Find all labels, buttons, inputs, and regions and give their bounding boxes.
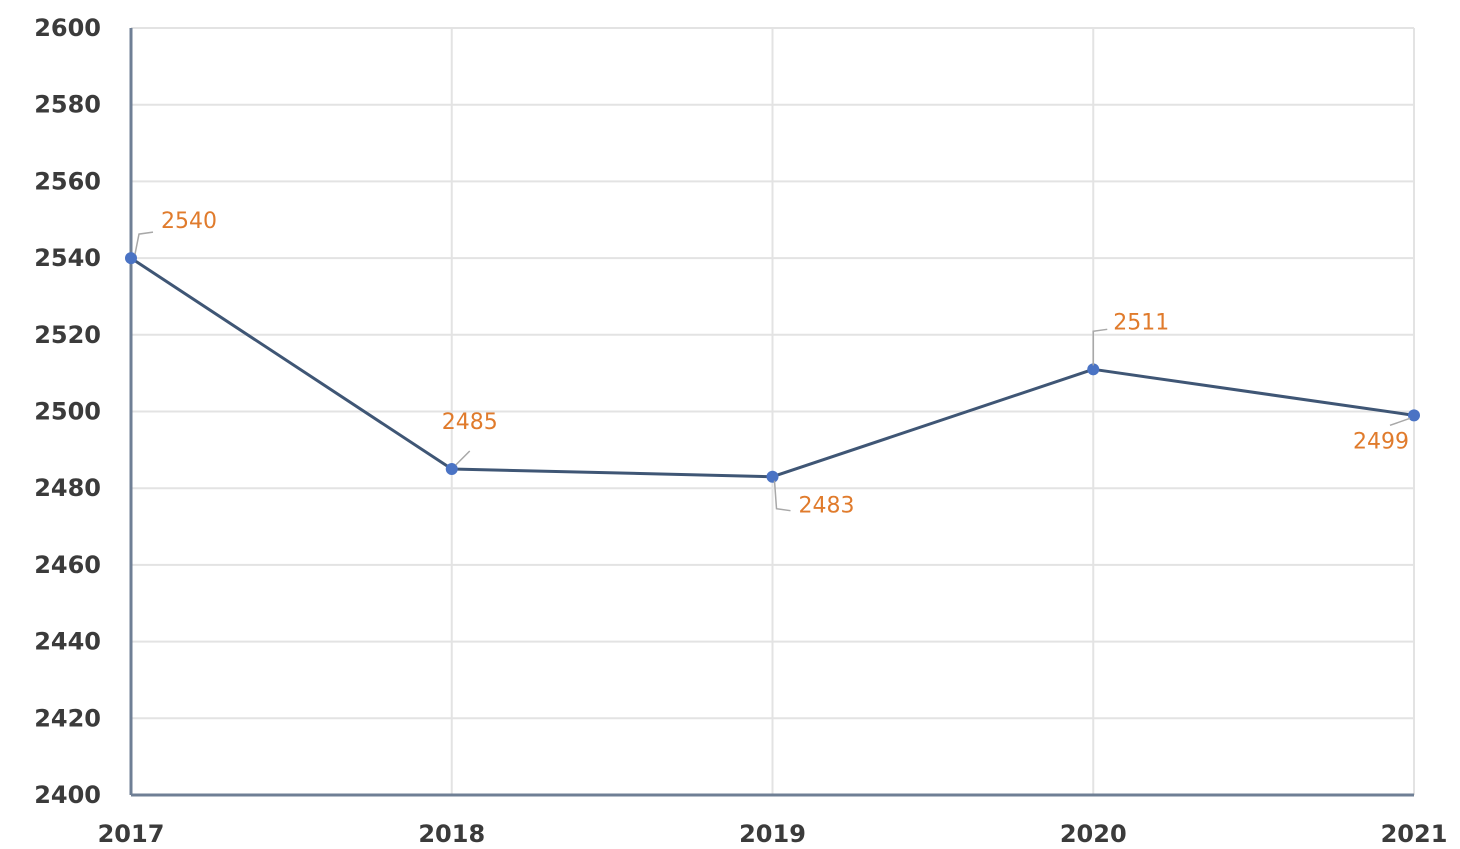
data-point-2019 <box>766 470 779 483</box>
data-label-group: 2540 2485 2483 2511 2499 <box>134 209 1411 519</box>
leader-line-2018 <box>455 450 471 466</box>
data-point-2020 <box>1087 363 1100 376</box>
series-group <box>125 252 1420 483</box>
y-tick-label-2420: 2420 <box>34 704 101 732</box>
y-tick-label-2480: 2480 <box>34 474 101 502</box>
data-point-2021 <box>1408 409 1420 422</box>
x-tick-label-2019: 2019 <box>739 820 806 848</box>
y-tick-labels: 2400 2420 2440 2460 2480 2500 2520 2540 2560 2580… <box>34 14 101 809</box>
x-tick-label-2018: 2018 <box>418 820 485 848</box>
x-tick-label-2017: 2017 <box>98 820 165 848</box>
leader-line-2020 <box>1092 328 1108 366</box>
data-label-2021: 2499 <box>1353 429 1409 454</box>
x-tick-label-2021: 2021 <box>1381 820 1448 848</box>
leader-line-2021 <box>1389 417 1411 427</box>
y-tick-label-2580: 2580 <box>34 91 101 119</box>
y-tick-label-2520: 2520 <box>34 321 101 349</box>
vertical-gridlines <box>450 28 1415 795</box>
data-label-2020: 2511 <box>1113 310 1169 335</box>
data-label-2018: 2485 <box>442 410 498 435</box>
y-tick-label-2560: 2560 <box>34 167 101 195</box>
x-tick-label-2020: 2020 <box>1060 820 1127 848</box>
leader-line-2017 <box>134 231 154 255</box>
data-point-2017 <box>125 252 137 265</box>
axes <box>129 28 1414 797</box>
y-tick-label-2500: 2500 <box>34 398 101 426</box>
x-tick-labels: 2017 2018 2019 2020 2021 <box>98 820 1448 848</box>
data-point-2018 <box>445 463 458 476</box>
leader-line-2019 <box>773 480 791 512</box>
y-tick-label-2400: 2400 <box>34 781 101 809</box>
y-tick-label-2540: 2540 <box>34 244 101 272</box>
data-label-2017: 2540 <box>161 209 217 234</box>
data-label-2019: 2483 <box>799 494 855 519</box>
y-tick-label-2600: 2600 <box>34 14 101 42</box>
y-tick-label-2440: 2440 <box>34 628 101 656</box>
y-tick-label-2460: 2460 <box>34 551 101 579</box>
